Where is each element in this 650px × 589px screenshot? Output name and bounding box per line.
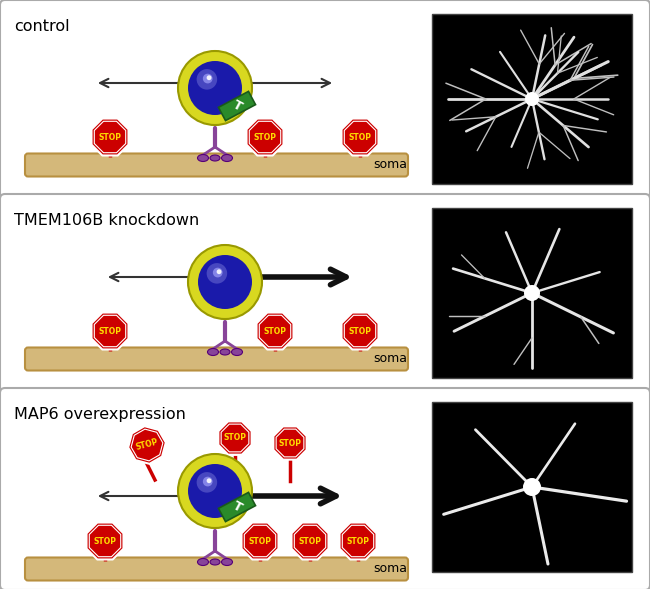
Circle shape <box>524 285 540 301</box>
Bar <box>432 14 632 184</box>
Polygon shape <box>128 426 166 464</box>
FancyBboxPatch shape <box>25 558 408 581</box>
Polygon shape <box>218 421 252 455</box>
Polygon shape <box>242 522 278 560</box>
Text: STOP: STOP <box>346 537 369 545</box>
Text: T: T <box>230 98 244 114</box>
FancyBboxPatch shape <box>0 0 650 198</box>
Text: T: T <box>230 499 244 515</box>
Text: STOP: STOP <box>135 438 159 452</box>
Text: soma: soma <box>373 352 407 366</box>
Circle shape <box>203 74 213 84</box>
Polygon shape <box>339 522 376 560</box>
Polygon shape <box>92 118 129 155</box>
Polygon shape <box>274 426 307 459</box>
Polygon shape <box>291 522 328 560</box>
Circle shape <box>207 263 227 284</box>
Text: STOP: STOP <box>254 133 276 141</box>
Text: STOP: STOP <box>298 537 322 545</box>
Polygon shape <box>86 522 124 560</box>
FancyBboxPatch shape <box>25 348 408 370</box>
Circle shape <box>188 61 242 115</box>
FancyBboxPatch shape <box>0 388 650 589</box>
Text: STOP: STOP <box>224 434 246 442</box>
Polygon shape <box>218 492 255 522</box>
Text: STOP: STOP <box>99 133 122 141</box>
Circle shape <box>523 478 541 496</box>
Ellipse shape <box>222 154 233 161</box>
Text: soma: soma <box>373 158 407 171</box>
Circle shape <box>198 255 252 309</box>
Circle shape <box>216 269 222 274</box>
Text: STOP: STOP <box>348 326 372 336</box>
Polygon shape <box>92 313 129 349</box>
Circle shape <box>197 472 217 492</box>
Text: STOP: STOP <box>348 133 372 141</box>
Text: STOP: STOP <box>263 326 287 336</box>
Text: soma: soma <box>373 562 407 575</box>
Text: STOP: STOP <box>278 438 302 448</box>
Circle shape <box>188 464 242 518</box>
Ellipse shape <box>198 154 209 161</box>
Text: MAP6 overexpression: MAP6 overexpression <box>14 407 186 422</box>
Polygon shape <box>341 118 378 155</box>
Circle shape <box>203 477 213 487</box>
Circle shape <box>207 75 211 80</box>
Polygon shape <box>257 313 294 349</box>
Text: control: control <box>14 19 70 34</box>
Text: STOP: STOP <box>248 537 272 545</box>
Ellipse shape <box>210 559 220 565</box>
Circle shape <box>525 92 539 106</box>
Polygon shape <box>341 313 378 349</box>
Ellipse shape <box>222 558 233 565</box>
Circle shape <box>178 454 252 528</box>
Circle shape <box>188 245 262 319</box>
FancyBboxPatch shape <box>25 154 408 177</box>
Text: STOP: STOP <box>94 537 116 545</box>
Circle shape <box>213 267 222 277</box>
Text: TMEM106B knockdown: TMEM106B knockdown <box>14 213 200 228</box>
Circle shape <box>178 51 252 125</box>
Bar <box>432 402 632 572</box>
Text: STOP: STOP <box>99 326 122 336</box>
Ellipse shape <box>198 558 209 565</box>
Ellipse shape <box>220 349 230 355</box>
Polygon shape <box>218 91 255 121</box>
Bar <box>432 208 632 378</box>
Ellipse shape <box>231 349 242 356</box>
Circle shape <box>207 478 211 483</box>
Ellipse shape <box>210 155 220 161</box>
Ellipse shape <box>207 349 218 356</box>
Polygon shape <box>246 118 283 155</box>
FancyBboxPatch shape <box>0 194 650 392</box>
Circle shape <box>197 69 217 90</box>
